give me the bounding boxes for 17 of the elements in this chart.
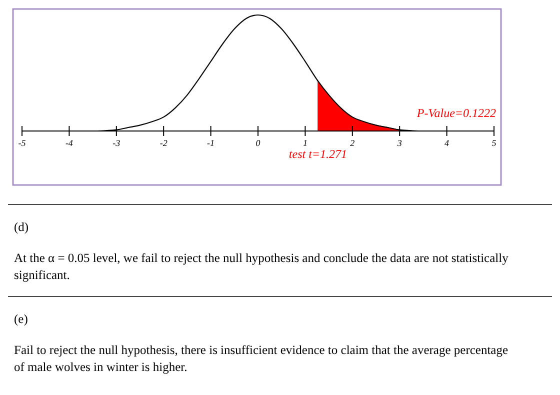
x-tick-label: -3 [112,138,121,148]
x-tick-label: -4 [65,138,74,148]
x-tick-label: 4 [444,138,450,148]
x-tick-label: 3 [396,138,402,148]
x-tick-label: 1 [302,138,308,148]
x-tick-label: -1 [207,138,215,148]
x-tick-label: -5 [18,138,26,148]
x-tick-label: -2 [160,138,168,148]
text: Fail to reject the null hypothesis, there is insufficient evidence to claim that the average percentage of male wolves in winter is higher. [13,342,510,376]
annotation: P-Value=0.1222 [416,106,496,120]
text: At the α = 0.05 level, we fail to reject the null hypothesis and conclude the data are not statistically significant. [13,250,510,284]
x-tick-label: 0 [256,138,261,148]
x-tick-label: 2 [350,138,356,148]
x-tick-label: 5 [492,138,497,148]
text: (e) [13,311,29,328]
text: (d) [13,219,30,236]
annotation: test t=1.271 [288,147,348,161]
